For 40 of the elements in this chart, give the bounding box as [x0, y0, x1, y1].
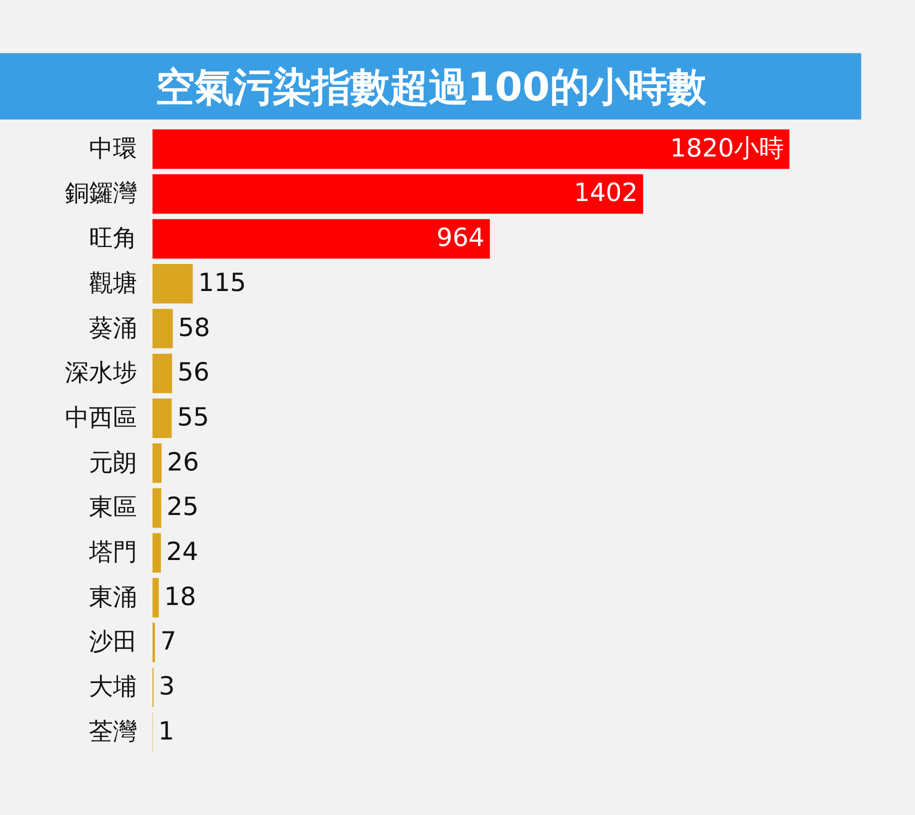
y-tick-label: 塔門 [88, 538, 137, 566]
data-label: 1820小時 [670, 133, 784, 162]
bar [152, 174, 644, 214]
y-tick-label: 東區 [88, 493, 137, 522]
data-label: 58 [178, 312, 210, 342]
y-tick-label: 荃灣 [88, 717, 137, 746]
y-tick-label: 中環 [88, 134, 137, 162]
data-label: 24 [166, 537, 198, 566]
data-label: 18 [164, 582, 196, 611]
data-label: 1402 [574, 178, 638, 208]
bar [152, 264, 193, 304]
y-tick-label: 觀塘 [88, 268, 137, 297]
y-tick-label: 元朗 [88, 448, 137, 476]
data-label: 7 [160, 626, 176, 656]
bar [152, 219, 490, 259]
data-label: 115 [198, 268, 246, 297]
data-label: 55 [177, 402, 210, 432]
data-label: 25 [166, 492, 199, 522]
bar [152, 398, 172, 438]
data-label: 3 [158, 672, 175, 701]
data-label: 1 [158, 716, 174, 746]
y-tick-label: 葵涌 [88, 314, 137, 342]
y-tick-label: 東涌 [88, 582, 137, 611]
y-tick-label: 大埔 [88, 672, 137, 701]
y-tick-label: 銅鑼灣 [64, 179, 137, 208]
data-label: 26 [166, 447, 199, 476]
bar [152, 443, 162, 483]
bar [152, 488, 162, 528]
data-label: 964 [436, 223, 484, 252]
data-label: 56 [177, 358, 210, 387]
y-tick-label: 沙田 [88, 628, 137, 656]
y-tick-label: 深水埗 [64, 358, 137, 387]
bar [152, 533, 161, 573]
y-tick-label: 中西區 [64, 403, 137, 432]
bar [152, 308, 173, 348]
bar [152, 578, 159, 618]
bar [152, 129, 790, 169]
y-tick-label: 旺角 [88, 224, 137, 252]
bar [152, 354, 172, 394]
chart-title: 空氣污染指數超過100的小時數 [155, 64, 707, 111]
